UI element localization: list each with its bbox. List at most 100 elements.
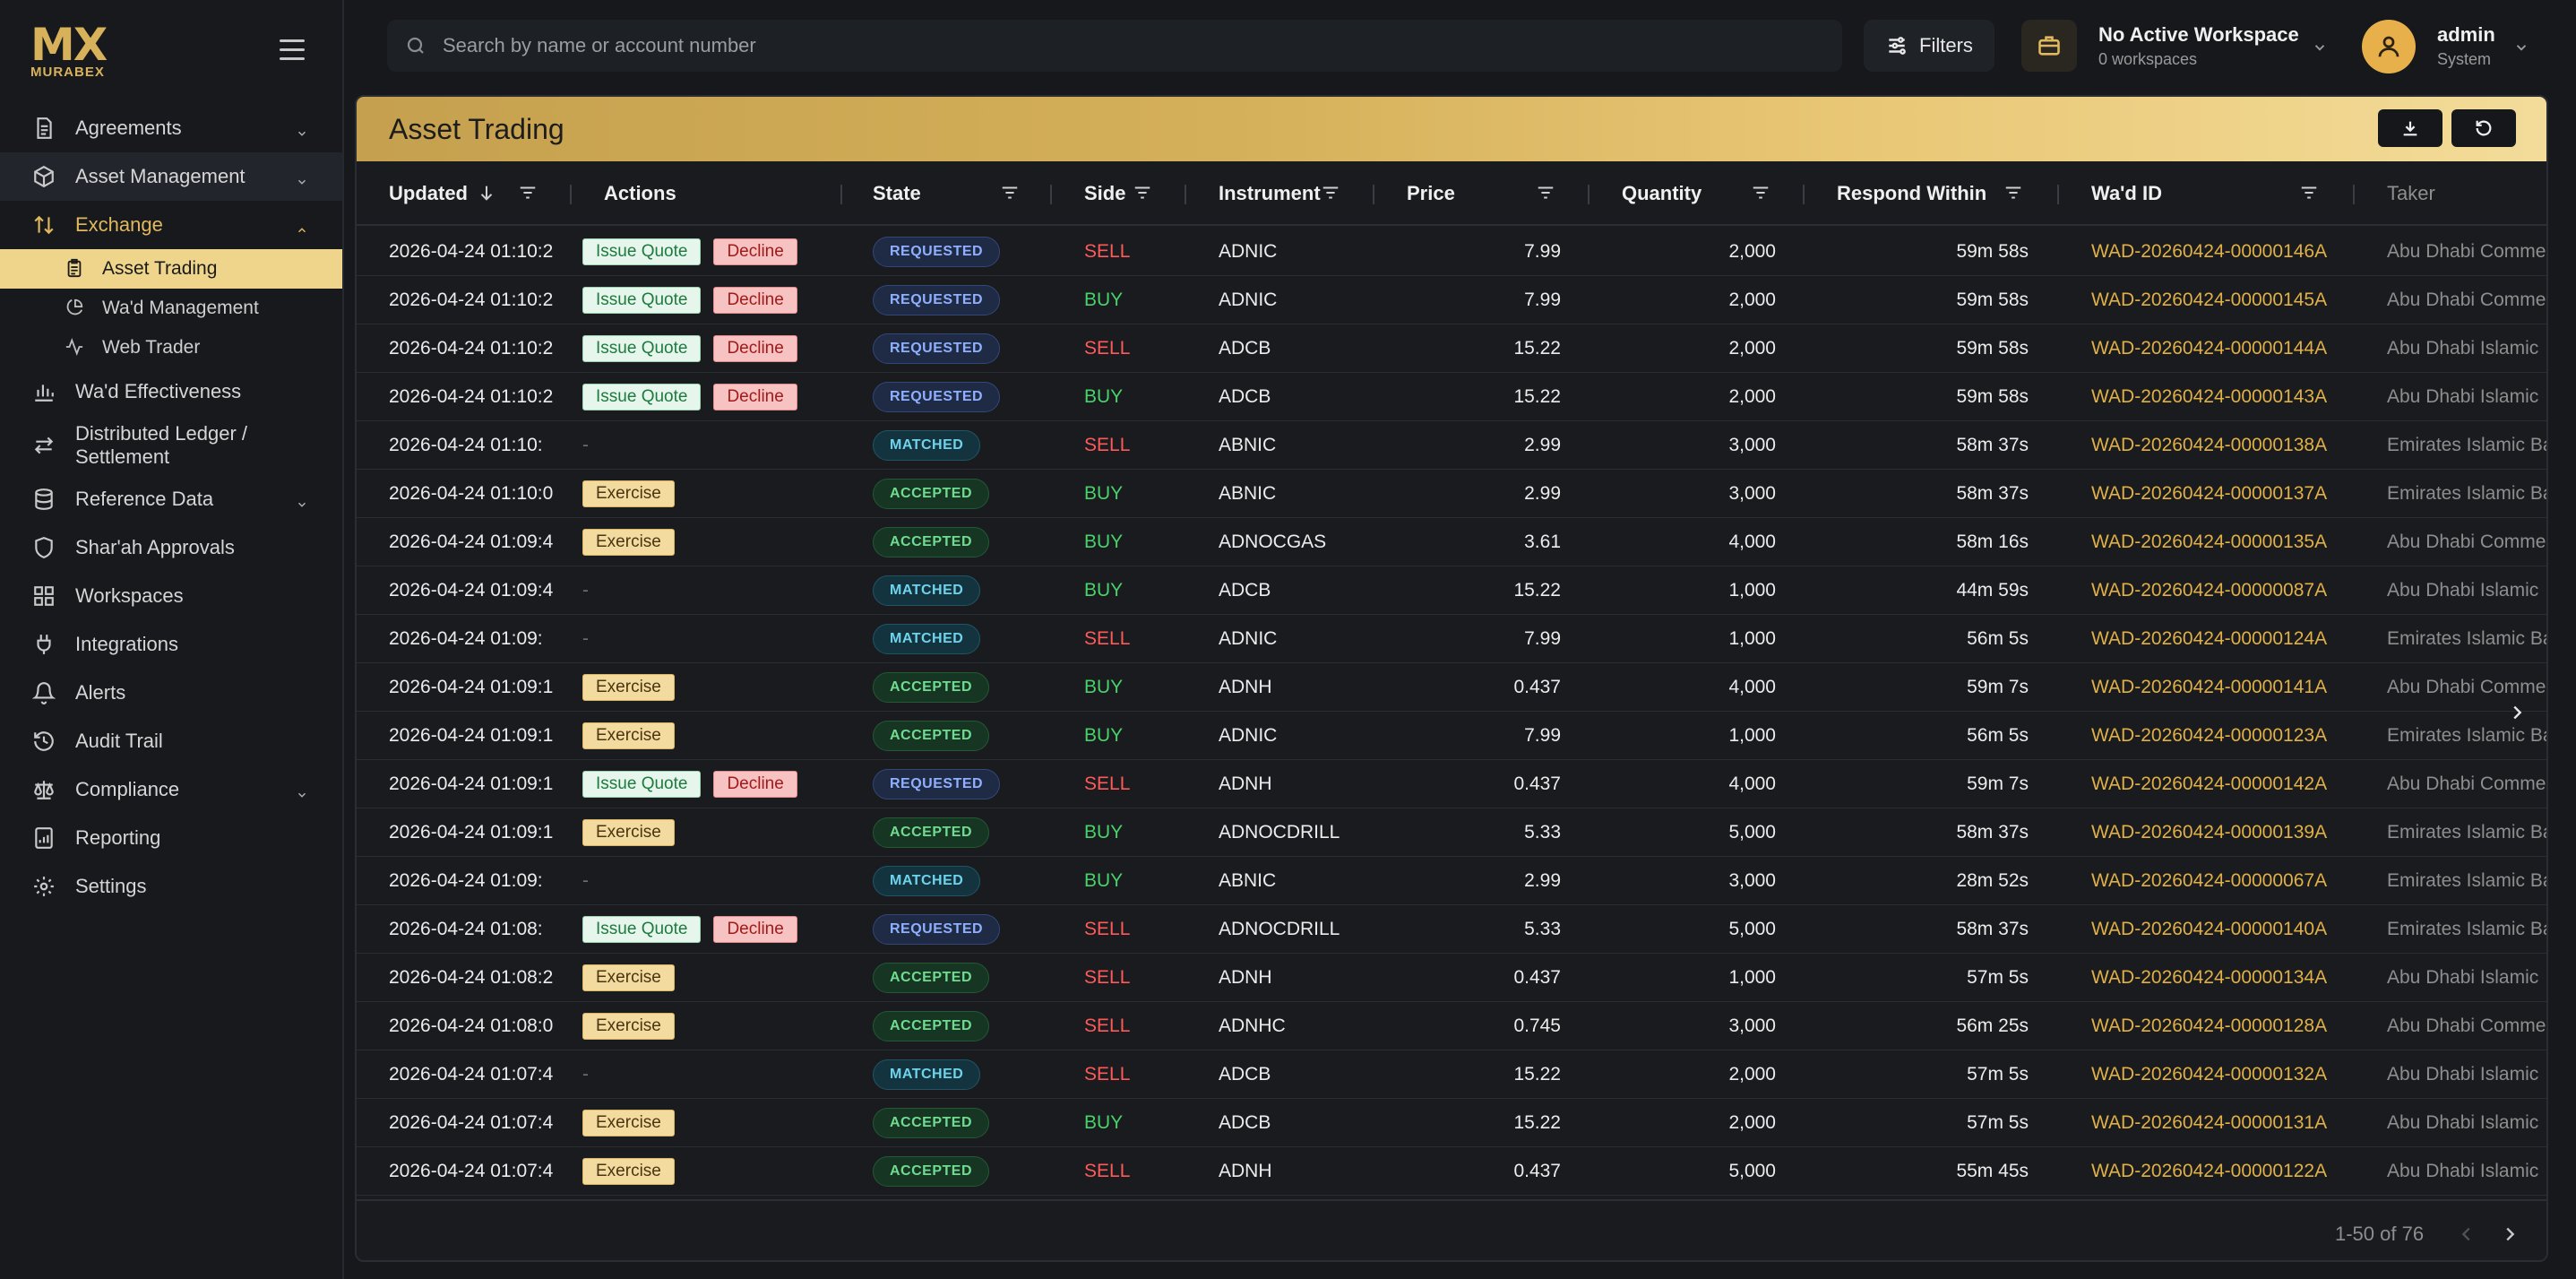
column-divider[interactable] (570, 185, 572, 204)
decline-button[interactable]: Decline (713, 238, 797, 265)
cell-wad-id[interactable]: WAD-20260424-00000134A (2091, 966, 2328, 988)
exercise-button[interactable]: Exercise (582, 818, 675, 846)
sidebar-item-wad-effectiveness[interactable]: Wa'd Effectiveness (0, 367, 342, 416)
column-header-state[interactable]: State (873, 161, 921, 226)
exercise-button[interactable]: Exercise (582, 1157, 675, 1185)
column-divider[interactable] (840, 185, 842, 204)
issue-quote-button[interactable]: Issue Quote (582, 915, 702, 943)
prev-page-button[interactable] (2457, 1224, 2477, 1249)
table-row[interactable]: 2026-04-24 01:09: - MATCHED BUY ABNIC 2.99 3,0… (357, 857, 2546, 905)
chevron-down-icon[interactable] (2513, 39, 2529, 60)
menu-toggle-icon[interactable] (280, 39, 305, 63)
column-divider[interactable] (1803, 185, 1805, 204)
exercise-button[interactable]: Exercise (582, 528, 675, 556)
sidebar-item-reference-data[interactable]: Reference Data (0, 475, 342, 523)
table-row[interactable]: 2026-04-24 01:10:2 Issue Quote Decline REQU… (357, 276, 2546, 324)
table-row[interactable]: 2026-04-24 01:09:1 Exercise ACCEPTED BUY ADN… (357, 808, 2546, 857)
filter-icon[interactable] (1321, 183, 1342, 204)
table-row[interactable]: 2026-04-24 01:09:1 Exercise ACCEPTED BUY ADN… (357, 663, 2546, 712)
table-row[interactable]: 2026-04-24 01:09:1 Issue Quote Decline REQU… (357, 760, 2546, 808)
cell-wad-id[interactable]: WAD-20260424-00000124A (2091, 627, 2328, 649)
issue-quote-button[interactable]: Issue Quote (582, 286, 702, 314)
decline-button[interactable]: Decline (713, 915, 797, 943)
scroll-right-button[interactable] (2507, 703, 2534, 730)
sidebar-item-workspaces[interactable]: Workspaces (0, 572, 342, 620)
sidebar-item-exchange[interactable]: Exchange (0, 201, 342, 249)
sidebar-item-shariah-approvals[interactable]: Shar'ah Approvals (0, 523, 342, 572)
sidebar-item-integrations[interactable]: Integrations (0, 620, 342, 669)
filter-icon[interactable] (1000, 183, 1021, 204)
column-divider[interactable] (1185, 185, 1186, 204)
avatar[interactable] (2362, 20, 2416, 73)
table-row[interactable]: 2026-04-24 01:08: Issue Quote Decline REQUE… (357, 905, 2546, 954)
workspace-selector[interactable]: No Active Workspace 0 workspaces (2098, 23, 2299, 69)
column-header-side[interactable]: Side (1084, 161, 1125, 226)
filter-icon[interactable] (2003, 183, 2025, 204)
chevron-down-icon[interactable] (2312, 39, 2328, 60)
exercise-button[interactable]: Exercise (582, 722, 675, 749)
column-header-wad-id[interactable]: Wa'd ID (2091, 161, 2162, 226)
issue-quote-button[interactable]: Issue Quote (582, 238, 702, 265)
column-header-quantity[interactable]: Quantity (1622, 161, 1702, 226)
sidebar-item-asset-management[interactable]: Asset Management (0, 152, 342, 201)
table-row[interactable]: 2026-04-24 01:09: - MATCHED SELL ADNIC 7.99 1,… (357, 615, 2546, 663)
table-row[interactable]: 2026-04-24 01:07:4 Exercise ACCEPTED SELL AD… (357, 1147, 2546, 1196)
cell-wad-id[interactable]: WAD-20260424-00000137A (2091, 482, 2328, 504)
exercise-button[interactable]: Exercise (582, 480, 675, 507)
cell-wad-id[interactable]: WAD-20260424-00000142A (2091, 773, 2328, 794)
cell-wad-id[interactable]: WAD-20260424-00000123A (2091, 724, 2328, 746)
download-button[interactable] (2378, 109, 2442, 147)
cell-wad-id[interactable]: WAD-20260424-00000138A (2091, 434, 2328, 455)
column-header-instrument[interactable]: Instrument (1219, 161, 1321, 226)
sidebar-item-audit-trail[interactable]: Audit Trail (0, 717, 342, 765)
filters-button[interactable]: Filters (1864, 20, 1994, 72)
decline-button[interactable]: Decline (713, 770, 797, 798)
cell-wad-id[interactable]: WAD-20260424-00000140A (2091, 918, 2328, 939)
filter-icon[interactable] (2299, 183, 2321, 204)
column-divider[interactable] (2353, 185, 2355, 204)
cell-wad-id[interactable]: WAD-20260424-00000141A (2091, 676, 2328, 697)
user-menu[interactable]: admin System (2437, 23, 2495, 69)
sidebar-item-settings[interactable]: Settings (0, 862, 342, 911)
cell-wad-id[interactable]: WAD-20260424-00000122A (2091, 1160, 2328, 1181)
filter-icon[interactable] (518, 183, 539, 204)
sidebar-item-reporting[interactable]: Reporting (0, 814, 342, 862)
sidebar-item-web-trader[interactable]: Web Trader (0, 328, 342, 367)
sidebar-item-alerts[interactable]: Alerts (0, 669, 342, 717)
cell-wad-id[interactable]: WAD-20260424-00000131A (2091, 1111, 2328, 1133)
cell-wad-id[interactable]: WAD-20260424-00000143A (2091, 385, 2328, 407)
column-divider[interactable] (1588, 185, 1590, 204)
column-header-respond-within[interactable]: Respond Within (1837, 161, 1986, 226)
column-header-taker[interactable]: Taker (2387, 161, 2435, 226)
table-row[interactable]: 2026-04-24 01:10:0 Exercise ACCEPTED BUY ABN… (357, 470, 2546, 518)
table-row[interactable]: 2026-04-24 01:10:2 Issue Quote Decline REQU… (357, 324, 2546, 373)
table-row[interactable]: 2026-04-24 01:10:2 Issue Quote Decline REQU… (357, 228, 2546, 276)
decline-button[interactable]: Decline (713, 383, 797, 410)
search-input[interactable] (443, 34, 1787, 57)
decline-button[interactable]: Decline (713, 334, 797, 362)
exercise-button[interactable]: Exercise (582, 673, 675, 701)
next-page-button[interactable] (2500, 1224, 2520, 1249)
table-row[interactable]: 2026-04-24 01:07:4 Exercise ACCEPTED BUY ADC… (357, 1099, 2546, 1147)
table-row[interactable]: 2026-04-24 01:08:2 Exercise ACCEPTED SELL AD… (357, 954, 2546, 1002)
table-row[interactable]: 2026-04-24 01:09:4 Exercise ACCEPTED BUY ADN… (357, 518, 2546, 566)
brand-logo[interactable]: MX MURABEX (30, 22, 113, 80)
cell-wad-id[interactable]: WAD-20260424-00000146A (2091, 240, 2328, 262)
table-row[interactable]: 2026-04-24 01:10:2 Issue Quote Decline REQU… (357, 373, 2546, 421)
column-header-actions[interactable]: Actions (604, 161, 676, 226)
issue-quote-button[interactable]: Issue Quote (582, 770, 702, 798)
sidebar-item-asset-trading[interactable]: Asset Trading (0, 249, 342, 289)
cell-wad-id[interactable]: WAD-20260424-00000135A (2091, 531, 2328, 552)
cell-wad-id[interactable]: WAD-20260424-00000067A (2091, 869, 2328, 891)
cell-wad-id[interactable]: WAD-20260424-00000145A (2091, 289, 2328, 310)
sidebar-item-agreements[interactable]: Agreements (0, 104, 342, 152)
decline-button[interactable]: Decline (713, 286, 797, 314)
issue-quote-button[interactable]: Issue Quote (582, 383, 702, 410)
cell-wad-id[interactable]: WAD-20260424-00000144A (2091, 337, 2328, 359)
column-divider[interactable] (1373, 185, 1374, 204)
filter-icon[interactable] (1536, 183, 1557, 204)
sidebar-item-distributed-ledger[interactable]: Distributed Ledger / Settlement (0, 416, 342, 475)
sidebar-item-compliance[interactable]: Compliance (0, 765, 342, 814)
column-header-updated[interactable]: Updated (389, 161, 468, 226)
cell-wad-id[interactable]: WAD-20260424-00000132A (2091, 1063, 2328, 1085)
